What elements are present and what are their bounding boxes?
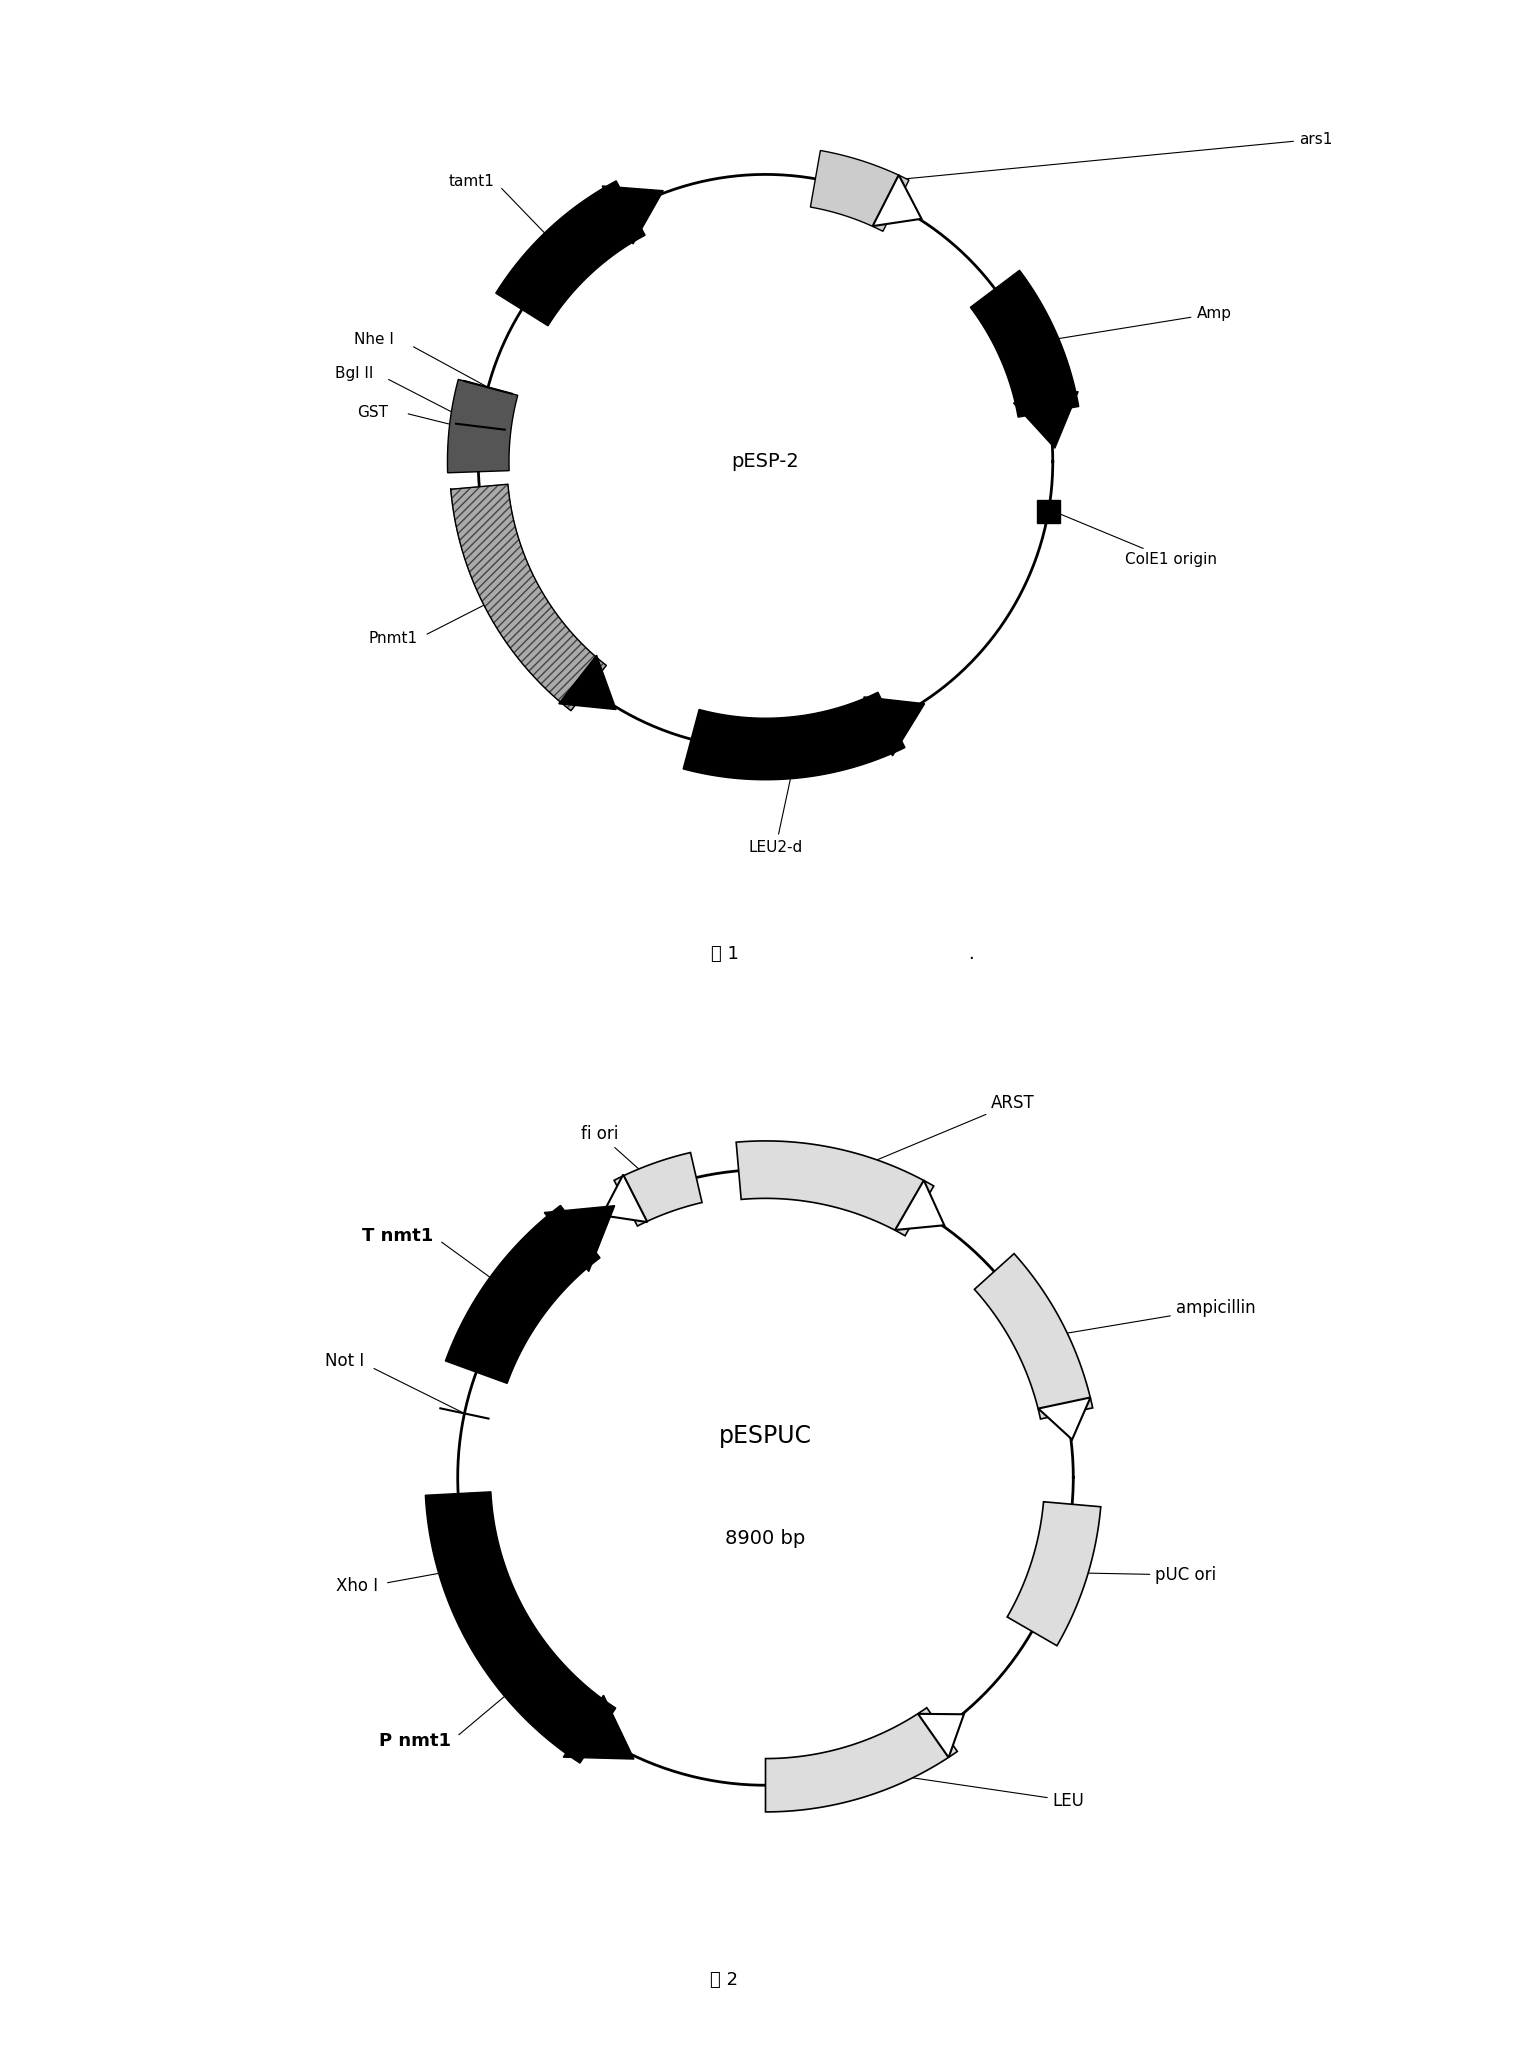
Polygon shape (447, 380, 517, 472)
Polygon shape (544, 1207, 614, 1272)
Polygon shape (863, 698, 925, 755)
Polygon shape (446, 1205, 600, 1383)
Polygon shape (563, 1695, 634, 1759)
Bar (1036, 501, 1059, 523)
Polygon shape (896, 1180, 945, 1229)
Polygon shape (426, 1492, 615, 1763)
Text: Xho I: Xho I (335, 1576, 378, 1594)
Polygon shape (602, 187, 663, 244)
Polygon shape (873, 174, 922, 226)
Text: 图 2: 图 2 (710, 1972, 738, 1988)
Text: LEU: LEU (863, 1771, 1084, 1810)
Polygon shape (971, 271, 1079, 417)
Polygon shape (683, 692, 905, 780)
Text: pESPUC: pESPUC (720, 1424, 811, 1449)
Polygon shape (450, 484, 606, 710)
Text: ARST: ARST (837, 1094, 1035, 1176)
Polygon shape (766, 1707, 957, 1812)
Polygon shape (602, 1174, 648, 1223)
Text: .: . (968, 946, 974, 962)
Text: Bgl II: Bgl II (335, 365, 374, 382)
Text: ars1: ars1 (859, 131, 1332, 183)
Text: fi ori: fi ori (580, 1124, 658, 1186)
Text: LEU2-d: LEU2-d (749, 755, 802, 854)
Text: Not I: Not I (325, 1352, 364, 1371)
Text: T nmt1: T nmt1 (363, 1227, 433, 1246)
Polygon shape (919, 1713, 965, 1759)
Polygon shape (496, 181, 645, 326)
Text: P nmt1: P nmt1 (380, 1732, 452, 1750)
Text: ColE1 origin: ColE1 origin (1061, 515, 1217, 566)
Text: pUC ori: pUC ori (1061, 1566, 1217, 1584)
Text: 8900 bp: 8900 bp (726, 1529, 805, 1549)
Polygon shape (559, 655, 615, 710)
Text: Pnmt1: Pnmt1 (369, 632, 418, 646)
Text: 图 1: 图 1 (710, 946, 738, 962)
Text: pESP-2: pESP-2 (732, 451, 799, 472)
Polygon shape (810, 150, 909, 232)
Polygon shape (974, 1254, 1093, 1420)
Polygon shape (614, 1153, 703, 1225)
Polygon shape (1038, 1397, 1090, 1441)
Text: tamt1: tamt1 (449, 174, 495, 189)
Text: ampicillin: ampicillin (1043, 1299, 1255, 1338)
Text: Amp: Amp (1035, 306, 1231, 343)
Text: Nhe I: Nhe I (354, 332, 393, 347)
Polygon shape (736, 1141, 934, 1235)
Text: GST: GST (357, 406, 387, 421)
Polygon shape (1007, 1502, 1101, 1646)
Polygon shape (1014, 392, 1078, 447)
